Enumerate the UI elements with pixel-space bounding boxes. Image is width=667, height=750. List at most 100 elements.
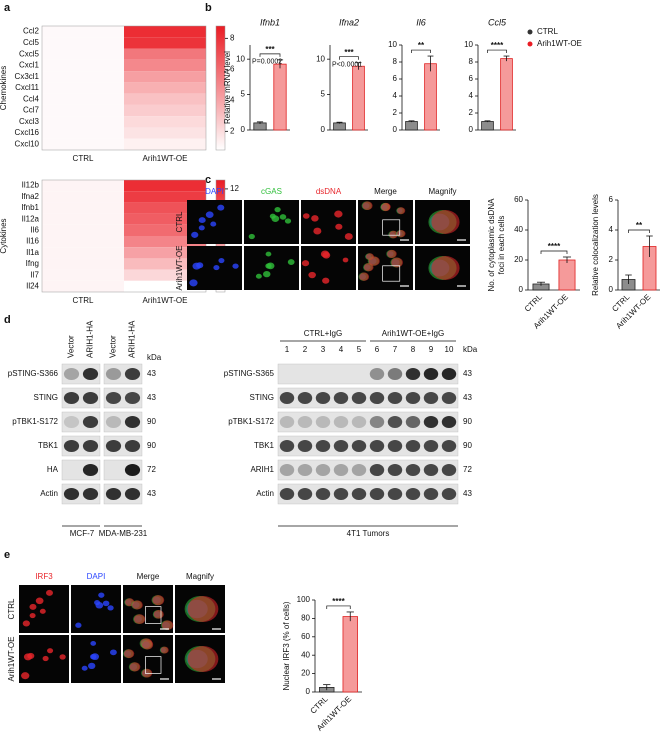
cell [45, 589, 53, 596]
heatmap-cell [124, 37, 206, 49]
chart-title: Il6 [416, 17, 426, 27]
lane-label: 6 [375, 345, 380, 354]
bar [424, 63, 437, 131]
blot-band [405, 464, 421, 476]
blot-band [405, 416, 421, 428]
blot-band [279, 488, 295, 500]
blot-band [333, 440, 349, 452]
lane-label: ARIH1-HA [86, 320, 95, 358]
micrograph [71, 635, 121, 683]
row-label: Cxcl5 [19, 49, 40, 58]
heatmap-cell [124, 71, 206, 83]
cell [39, 608, 46, 614]
axis-label: foci in each cells [497, 216, 506, 275]
y-tick-label: 6 [469, 74, 474, 83]
cell [365, 253, 374, 260]
bar [405, 121, 418, 131]
blot-band [297, 440, 313, 452]
blot-band [387, 488, 403, 500]
lane-label: 5 [357, 345, 362, 354]
micrograph [175, 635, 225, 683]
heatmap-cell [42, 104, 124, 117]
cell [334, 210, 343, 218]
y-tick-label: 5 [321, 90, 326, 99]
cell [265, 263, 272, 269]
lane-label: 4 [339, 345, 344, 354]
micrograph [244, 246, 299, 290]
row-label: Cxcl1 [19, 61, 40, 70]
y-tick-label: 4 [393, 91, 398, 100]
blot-band [63, 488, 80, 500]
y-tick-label: 0 [469, 125, 474, 134]
heatmap-cell [42, 127, 124, 139]
blot-band [124, 416, 141, 428]
axis-label: Relative colocalization levels [591, 194, 600, 296]
blot-band [441, 440, 457, 452]
axis-label: Relative mRNA level [223, 51, 232, 124]
axis-label: Cytokines [0, 218, 8, 253]
significance-bracket [628, 229, 650, 233]
zoom-box [382, 265, 401, 282]
lane-label: ARIH1-HA [128, 320, 137, 358]
cell [21, 672, 30, 680]
cell [397, 207, 406, 215]
blot-band [369, 416, 385, 428]
blot-band [369, 440, 385, 452]
zoom-box [382, 219, 401, 236]
axis-label: No. of cytoplasmic dsDNA [487, 198, 496, 292]
blot-band [405, 488, 421, 500]
significance-bracket [487, 49, 507, 54]
protein-label: HA [47, 465, 59, 474]
heatmap-cell [124, 258, 206, 270]
protein-label: TBK1 [38, 441, 59, 450]
blot-band [63, 368, 80, 380]
axis-label: Nuclear IRF3 (% of cells) [282, 601, 291, 690]
significance-bracket [339, 56, 359, 60]
cell [161, 620, 174, 631]
kda-label: 43 [147, 369, 156, 378]
cell [279, 214, 287, 220]
micrograph [175, 585, 225, 633]
kda-header: kDa [463, 345, 478, 354]
blot-band [405, 440, 421, 452]
micrograph [301, 246, 356, 290]
blot-band [82, 488, 99, 500]
blot-band [105, 416, 122, 428]
row-label: Il7 [31, 270, 40, 279]
micrograph [71, 585, 121, 633]
cell [308, 271, 316, 279]
cell [90, 653, 97, 660]
row-label: Ifng [26, 259, 39, 268]
y-tick-label: 4 [469, 91, 474, 100]
heatmap-cell [124, 224, 206, 236]
y-tick-label: 60 [301, 632, 310, 641]
cell [90, 640, 97, 646]
blot-band [387, 440, 403, 452]
p-value: P=0.0002 [252, 59, 282, 66]
colorbar [215, 25, 226, 151]
blot-band [63, 416, 80, 428]
blot-band [315, 488, 331, 500]
cell [359, 272, 370, 281]
kda-header: kDa [147, 353, 162, 362]
heatmap-frame [41, 25, 207, 151]
blot-band [124, 464, 141, 476]
blot-band [441, 464, 457, 476]
significance-bracket [326, 605, 351, 609]
heatmap-cell [124, 247, 206, 259]
cell [274, 206, 281, 213]
blot-band [82, 392, 99, 404]
y-tick-label: 10 [316, 54, 325, 63]
bar [273, 63, 287, 131]
bar [352, 65, 365, 131]
protein-label: pSTING-S366 [8, 369, 59, 378]
micrograph [187, 246, 242, 290]
cell [87, 662, 96, 670]
heatmap-cell [124, 180, 206, 192]
blot-band [423, 368, 439, 380]
row-label: CTRL [7, 598, 16, 619]
axis-label: Chemokines [0, 66, 8, 110]
significance: ** [418, 41, 425, 50]
chart-title: Ifnb1 [260, 17, 280, 27]
